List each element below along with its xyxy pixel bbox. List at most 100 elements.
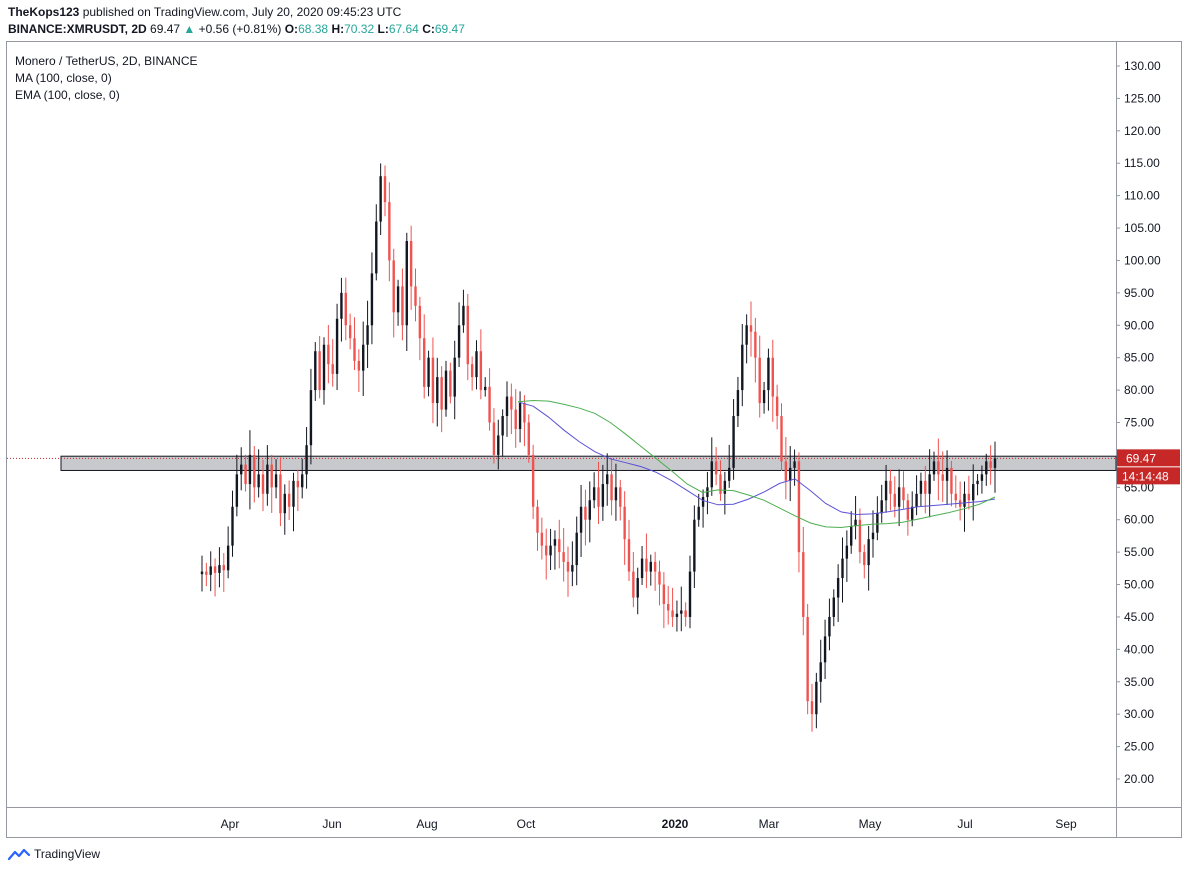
- candle-body: [462, 305, 465, 326]
- candle-body: [409, 241, 413, 287]
- y-tick-label: 120.00: [1124, 124, 1161, 138]
- candle-body: [213, 566, 217, 573]
- candle-body: [392, 260, 395, 313]
- candle-body: [340, 292, 343, 319]
- price-axis-border: [1116, 41, 1117, 838]
- symbol-ohlc-line: BINANCE:XMRUSDT, 2D 69.47 ▲ +0.56 (+0.81…: [8, 22, 465, 36]
- candle-body: [767, 357, 770, 391]
- candle-body: [945, 467, 949, 481]
- candle-body: [492, 422, 496, 455]
- candle-body: [536, 506, 539, 533]
- chart-frame: [6, 41, 1182, 838]
- tradingview-logo-icon: [8, 848, 30, 861]
- candle-body: [719, 474, 722, 494]
- candle-body: [728, 467, 731, 481]
- candle-body: [248, 454, 252, 485]
- candle-body: [645, 558, 648, 572]
- chart-title[interactable]: Monero / TetherUS, 2D, BINANCE: [15, 54, 198, 68]
- candle-body: [588, 500, 591, 520]
- candle-body: [257, 474, 260, 488]
- candle-body: [950, 467, 953, 494]
- candle-body: [653, 561, 657, 572]
- ma-line: [517, 401, 996, 516]
- y-tick-label: 60.00: [1124, 513, 1154, 527]
- candle-body: [601, 484, 605, 507]
- candle-body: [627, 539, 631, 572]
- candle-body: [444, 370, 448, 410]
- candle-body: [732, 416, 735, 468]
- y-tick-label: 90.00: [1124, 318, 1154, 332]
- candle-body: [401, 286, 404, 326]
- candle-body: [475, 351, 478, 378]
- candle-body: [301, 474, 304, 488]
- candle-body: [575, 532, 578, 566]
- close-value: 69.47: [434, 22, 465, 36]
- low-value: 67.64: [388, 22, 419, 36]
- candle-body: [226, 545, 230, 571]
- candle-body: [388, 202, 391, 261]
- candle-body: [972, 484, 975, 501]
- candle-body: [954, 493, 957, 501]
- candle-body: [684, 610, 687, 617]
- candle-body: [802, 552, 805, 617]
- candle-body: [828, 616, 831, 637]
- candle-body: [497, 435, 500, 455]
- candle-body: [414, 286, 417, 306]
- last-price: 69.47: [150, 22, 181, 36]
- candle-body: [357, 360, 361, 371]
- candle-body: [545, 545, 548, 556]
- up-arrow-icon: ▲: [183, 22, 196, 36]
- candle-body: [989, 461, 992, 468]
- candle-body: [244, 464, 247, 485]
- candle-body: [876, 513, 879, 533]
- candle-body: [701, 497, 705, 507]
- candle-body: [523, 403, 526, 423]
- candle-body: [562, 552, 565, 562]
- y-tick-label: 25.00: [1124, 740, 1154, 754]
- candle-body: [253, 454, 256, 488]
- y-tick-label: 130.00: [1124, 59, 1161, 73]
- candle-body: [318, 351, 321, 391]
- candle-body: [283, 493, 286, 514]
- candle-body: [553, 539, 557, 546]
- candle-body: [850, 526, 853, 546]
- candle-body: [897, 487, 901, 507]
- candle-body: [436, 377, 439, 404]
- x-tick-label: 2020: [662, 817, 689, 831]
- price-tag-label: 69.47: [1126, 451, 1156, 465]
- candle-body: [279, 474, 282, 514]
- candle-body: [457, 325, 461, 358]
- candle-body: [636, 578, 639, 598]
- ma-legend[interactable]: MA (100, close, 0): [15, 71, 112, 85]
- candle-body: [209, 566, 212, 575]
- ema-legend[interactable]: EMA (100, close, 0): [15, 88, 120, 102]
- footer-brand[interactable]: TradingView: [8, 847, 100, 861]
- candle-body: [815, 681, 818, 715]
- candle-body: [832, 597, 835, 617]
- y-tick-label: 110.00: [1124, 189, 1160, 203]
- candle-body: [680, 610, 683, 614]
- author-name[interactable]: TheKops123: [8, 5, 80, 19]
- candle-body: [841, 558, 844, 579]
- candle-body: [348, 325, 352, 339]
- publish-line: TheKops123 published on TradingView.com,…: [8, 5, 401, 19]
- candle-body: [941, 474, 944, 481]
- candle-body: [823, 636, 827, 663]
- candle-body: [932, 461, 936, 475]
- symbol-label: BINANCE:XMRUSDT, 2D: [8, 22, 147, 36]
- x-tick-label: Jun: [322, 817, 341, 831]
- candle-body: [449, 370, 452, 397]
- candle-body: [919, 480, 923, 494]
- candle-body: [915, 493, 918, 507]
- candle-body: [335, 318, 339, 374]
- ema-line: [517, 399, 996, 529]
- candle-body: [344, 292, 347, 326]
- candle-body: [305, 445, 308, 475]
- candle-body: [287, 493, 291, 507]
- price-tag-box: [1117, 449, 1180, 467]
- candle-body: [632, 571, 635, 598]
- close-label: C:: [422, 22, 435, 36]
- candle-body: [867, 539, 870, 566]
- candle-body: [514, 409, 517, 429]
